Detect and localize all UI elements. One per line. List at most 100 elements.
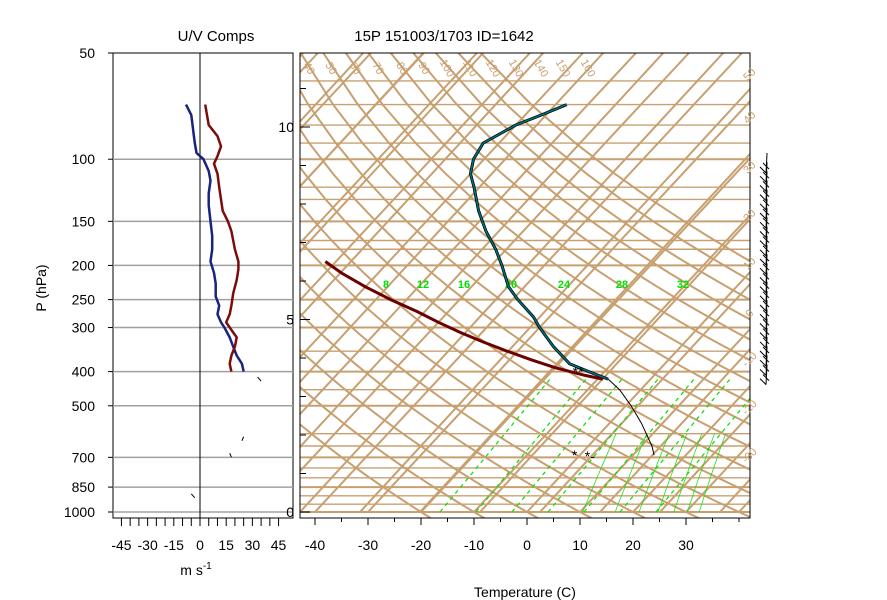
wind-barb-flag xyxy=(762,217,770,225)
isotherm xyxy=(632,384,750,513)
wind-barb-flag xyxy=(762,181,770,188)
dry-adiabat xyxy=(300,88,750,448)
pressure-tick-label: 850 xyxy=(72,479,96,495)
isotherm-cross xyxy=(419,152,750,513)
mixing-ratio-line xyxy=(686,433,715,513)
wind-barb-flag xyxy=(762,355,770,363)
temperature-tick-label: -20 xyxy=(411,537,431,553)
mixing-ratio-line xyxy=(614,433,648,513)
wind-barb-flag xyxy=(762,374,770,381)
wind-barb-flag xyxy=(762,171,770,179)
isotherm-cross xyxy=(0,13,40,512)
wind-barb-flag xyxy=(762,208,770,216)
dry-adiabat-label: 120 xyxy=(483,58,503,80)
isotherm xyxy=(579,327,750,513)
isotherm xyxy=(300,53,584,359)
dry-adiabat xyxy=(412,53,750,321)
isotherm xyxy=(0,53,212,512)
uv-tick-label: -30 xyxy=(138,537,158,553)
wind-barb-flag xyxy=(762,190,770,197)
wind-barb-flag xyxy=(762,254,770,262)
wind-barb-flag xyxy=(762,346,770,354)
skewt-grid-group xyxy=(0,13,887,518)
isotherm-side-label: -30 xyxy=(740,446,760,466)
uv-tick-label: -45 xyxy=(111,537,131,553)
isotherm-cross xyxy=(300,53,545,319)
wind-barb-flag xyxy=(759,231,767,238)
isotherm xyxy=(300,53,478,245)
temperature-profile xyxy=(469,103,609,380)
pressure-tick-label: 300 xyxy=(72,320,96,336)
uv-frame xyxy=(112,52,294,519)
pressure-tick-label: 700 xyxy=(72,449,96,465)
pressure-tick-label: 200 xyxy=(72,257,96,273)
height-tick-label: 10 xyxy=(278,119,294,135)
mixing-ratio-label: 24 xyxy=(558,279,571,291)
dry-adiabat-label: 150 xyxy=(553,58,573,80)
temperature-tick-label: 20 xyxy=(625,537,641,553)
mixing-ratio-line xyxy=(657,433,688,513)
wind-barb-flag xyxy=(759,323,767,330)
dry-adiabat-label: 80 xyxy=(393,60,410,77)
isotherm-cross xyxy=(840,13,887,512)
pressure-tick-label: 500 xyxy=(72,398,96,414)
isotherm xyxy=(420,156,750,513)
wind-barb-staff xyxy=(765,364,768,385)
dry-adiabat xyxy=(390,53,750,341)
temperature-tick-label: 10 xyxy=(572,537,588,553)
wind-barb-flag xyxy=(759,378,767,385)
wind-barb-flag xyxy=(759,332,767,339)
mixing-ratio-label: 16 xyxy=(458,279,470,291)
isotherm xyxy=(845,53,887,512)
temperature-tick-label: -40 xyxy=(305,537,325,553)
isotherm-side-label: 40 xyxy=(741,109,758,126)
height-tick-label: 0 xyxy=(286,504,294,520)
wind-barb-flag xyxy=(759,277,767,284)
isotherm-cross xyxy=(300,53,365,123)
mixing-ratio-line xyxy=(638,433,670,513)
temperature-tick-label: -30 xyxy=(358,537,378,553)
wind-barb-flag xyxy=(762,291,770,299)
dry-adiabat-label: 70 xyxy=(369,60,386,77)
wind-barb-flag xyxy=(759,240,767,247)
isotherm xyxy=(300,53,531,302)
pressure-tick-label: 50 xyxy=(79,45,95,61)
dry-adiabat xyxy=(300,385,487,518)
wind-barb-flag xyxy=(762,273,770,280)
wind-barb-flag xyxy=(762,199,770,207)
wind-barb-flag xyxy=(759,175,767,183)
dry-adiabat xyxy=(300,239,701,518)
dry-adiabat-label: 100 xyxy=(437,58,457,80)
height-tick-label: 5 xyxy=(286,312,294,328)
mixing-ratio-line xyxy=(673,433,703,513)
isotherm-cross xyxy=(659,412,750,513)
wind-barb-flag xyxy=(759,286,767,293)
dry-adiabat xyxy=(367,53,750,362)
wind-barb-flag xyxy=(759,295,767,303)
uv-axis-unit-label: m s-1 xyxy=(180,561,212,578)
pressure-axis-label: P (hPa) xyxy=(33,264,49,311)
wind-barb-flag xyxy=(762,162,770,170)
temperature-tick-label: 0 xyxy=(523,537,531,553)
dry-adiabat xyxy=(300,202,750,518)
wind-barb-flag xyxy=(759,194,767,201)
isotherm-cross xyxy=(599,347,750,513)
low-level-wind-trace xyxy=(241,436,245,441)
isotherm-cross xyxy=(300,53,485,254)
wind-barb-flag xyxy=(759,249,767,257)
pressure-tick-label: 150 xyxy=(72,213,96,229)
wind-barb-flag xyxy=(759,359,767,367)
mixing-ratio-label: 8 xyxy=(383,279,389,291)
temperature-axis-label: Temperature (C) xyxy=(474,584,576,600)
dry-adiabat xyxy=(322,53,750,404)
pressure-tick-label: 1000 xyxy=(64,504,95,520)
wind-barb-flag xyxy=(759,166,767,174)
isotherm-side-label: -20 xyxy=(740,398,760,418)
mixing-ratio-label: 32 xyxy=(677,279,689,291)
isotherm xyxy=(792,53,887,512)
pressure-tick-label: 250 xyxy=(72,292,96,308)
wind-barb-flag xyxy=(759,304,767,312)
uv-tick-label: 45 xyxy=(271,537,287,553)
